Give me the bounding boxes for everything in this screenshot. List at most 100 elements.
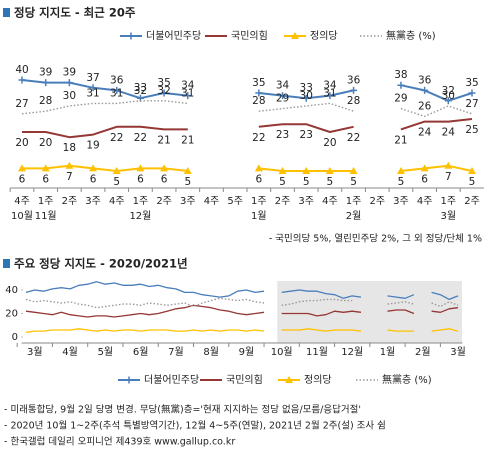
point-marker bbox=[468, 167, 476, 174]
data-label: 6 bbox=[137, 173, 144, 185]
data-label: 6 bbox=[19, 173, 26, 185]
data-label: 25 bbox=[465, 124, 478, 136]
x-tick-label: 5주 bbox=[227, 196, 243, 207]
point-marker bbox=[350, 86, 358, 94]
data-label: 29 bbox=[394, 93, 407, 105]
x-tick-label: 3주 bbox=[393, 196, 409, 207]
legend-marker bbox=[285, 376, 293, 383]
point-marker bbox=[302, 167, 311, 174]
data-label: 21 bbox=[157, 134, 170, 146]
point-marker bbox=[41, 164, 50, 172]
series-line bbox=[25, 304, 459, 318]
chart-title: 정당 지지도 - 최근 20주 bbox=[14, 6, 136, 20]
data-label: 6 bbox=[42, 173, 49, 185]
data-label: 22 bbox=[252, 132, 265, 144]
point-marker bbox=[160, 89, 168, 97]
point-marker bbox=[279, 92, 287, 100]
x-tick-label: 3월 bbox=[27, 346, 43, 358]
point-marker bbox=[302, 94, 310, 102]
data-label: 6 bbox=[421, 173, 428, 185]
title-icon bbox=[3, 259, 10, 268]
x-group-label: 10월 bbox=[11, 210, 33, 222]
series-line bbox=[25, 297, 459, 309]
point-marker bbox=[112, 167, 121, 174]
footnote: - 한국갤럽 데일리 오피니언 제439호 www.gallup.co.kr bbox=[4, 436, 235, 448]
data-label: 36 bbox=[347, 74, 361, 86]
point-marker bbox=[65, 79, 73, 87]
legend-marker bbox=[125, 376, 133, 384]
x-group-label: 3월 bbox=[441, 210, 457, 222]
data-label: 5 bbox=[113, 176, 120, 188]
point-marker bbox=[326, 92, 334, 100]
data-label: 36 bbox=[418, 74, 432, 86]
legend-label: 국민의힘 bbox=[226, 374, 263, 386]
data-label: 5 bbox=[398, 176, 405, 188]
point-marker bbox=[89, 84, 97, 92]
data-label: 34 bbox=[276, 80, 290, 92]
data-label: 23 bbox=[300, 129, 313, 141]
data-label: 19 bbox=[86, 140, 99, 152]
data-label: 35 bbox=[157, 77, 170, 89]
data-label: 33 bbox=[134, 82, 147, 94]
point-marker bbox=[42, 79, 50, 87]
data-label: 5 bbox=[303, 176, 310, 188]
data-label: 5 bbox=[350, 176, 357, 188]
x-tick-label: 1주 bbox=[133, 196, 149, 207]
x-tick-label: 9월 bbox=[239, 346, 255, 358]
data-label: 6 bbox=[255, 173, 262, 185]
point-marker bbox=[254, 164, 263, 172]
point-marker bbox=[65, 161, 74, 169]
y-tick-label: 0 bbox=[12, 332, 18, 343]
data-label: 27 bbox=[465, 98, 478, 110]
x-tick-label: 10월 bbox=[271, 346, 293, 358]
data-label: 24 bbox=[418, 127, 432, 139]
data-label: 31 bbox=[323, 87, 336, 99]
data-label: 35 bbox=[465, 77, 478, 89]
data-label: 38 bbox=[394, 69, 407, 81]
data-label: 31 bbox=[86, 87, 99, 99]
point-marker bbox=[89, 164, 98, 172]
legend-label: 국민의힘 bbox=[231, 30, 268, 42]
legend-label: 無黨층 (%) bbox=[386, 29, 436, 42]
x-tick-label: 7월 bbox=[168, 346, 184, 358]
legend-label: 정의당 bbox=[310, 30, 338, 42]
x-tick-label: 3주 bbox=[85, 196, 101, 207]
x-tick-label: 1주 bbox=[38, 196, 54, 207]
point-marker bbox=[255, 89, 263, 97]
data-label: 20 bbox=[323, 137, 336, 149]
x-group-label: 11월 bbox=[35, 210, 57, 222]
data-label: 26 bbox=[418, 100, 432, 112]
x-tick-label: 2주 bbox=[62, 196, 78, 207]
point-marker bbox=[325, 167, 334, 174]
data-label: 27 bbox=[15, 98, 28, 110]
data-label: 34 bbox=[323, 80, 337, 92]
point-marker bbox=[468, 89, 476, 97]
data-label: 31 bbox=[181, 87, 194, 99]
point-marker bbox=[397, 81, 405, 89]
legend-label: 더불어민주당 bbox=[146, 30, 201, 42]
data-label: 22 bbox=[134, 132, 147, 144]
legend-marker bbox=[127, 32, 135, 40]
data-label: 5 bbox=[327, 176, 334, 188]
point-marker bbox=[183, 167, 192, 174]
x-tick-label: 8월 bbox=[203, 346, 219, 358]
x-tick-label: 5월 bbox=[98, 346, 114, 358]
legend-label: 더불어민주당 bbox=[144, 374, 199, 386]
point-marker bbox=[136, 164, 145, 172]
data-label: 6 bbox=[161, 173, 168, 185]
title-icon bbox=[3, 8, 10, 17]
point-marker bbox=[444, 97, 452, 105]
y-tick-label: 20 bbox=[5, 309, 18, 320]
data-label: 40 bbox=[15, 64, 28, 76]
x-tick-label: 2주 bbox=[156, 196, 172, 207]
data-label: 5 bbox=[469, 176, 476, 188]
point-marker bbox=[444, 161, 453, 169]
x-tick-label: 4주 bbox=[14, 196, 30, 207]
x-tick-label: 4주 bbox=[109, 196, 125, 207]
x-tick-label: 4월 bbox=[62, 346, 78, 358]
data-label: 36 bbox=[110, 74, 124, 86]
point-marker bbox=[160, 164, 169, 172]
data-label: 21 bbox=[181, 134, 194, 146]
x-tick-label: 3월 bbox=[450, 346, 466, 358]
x-tick-label: 4주 bbox=[322, 196, 338, 207]
